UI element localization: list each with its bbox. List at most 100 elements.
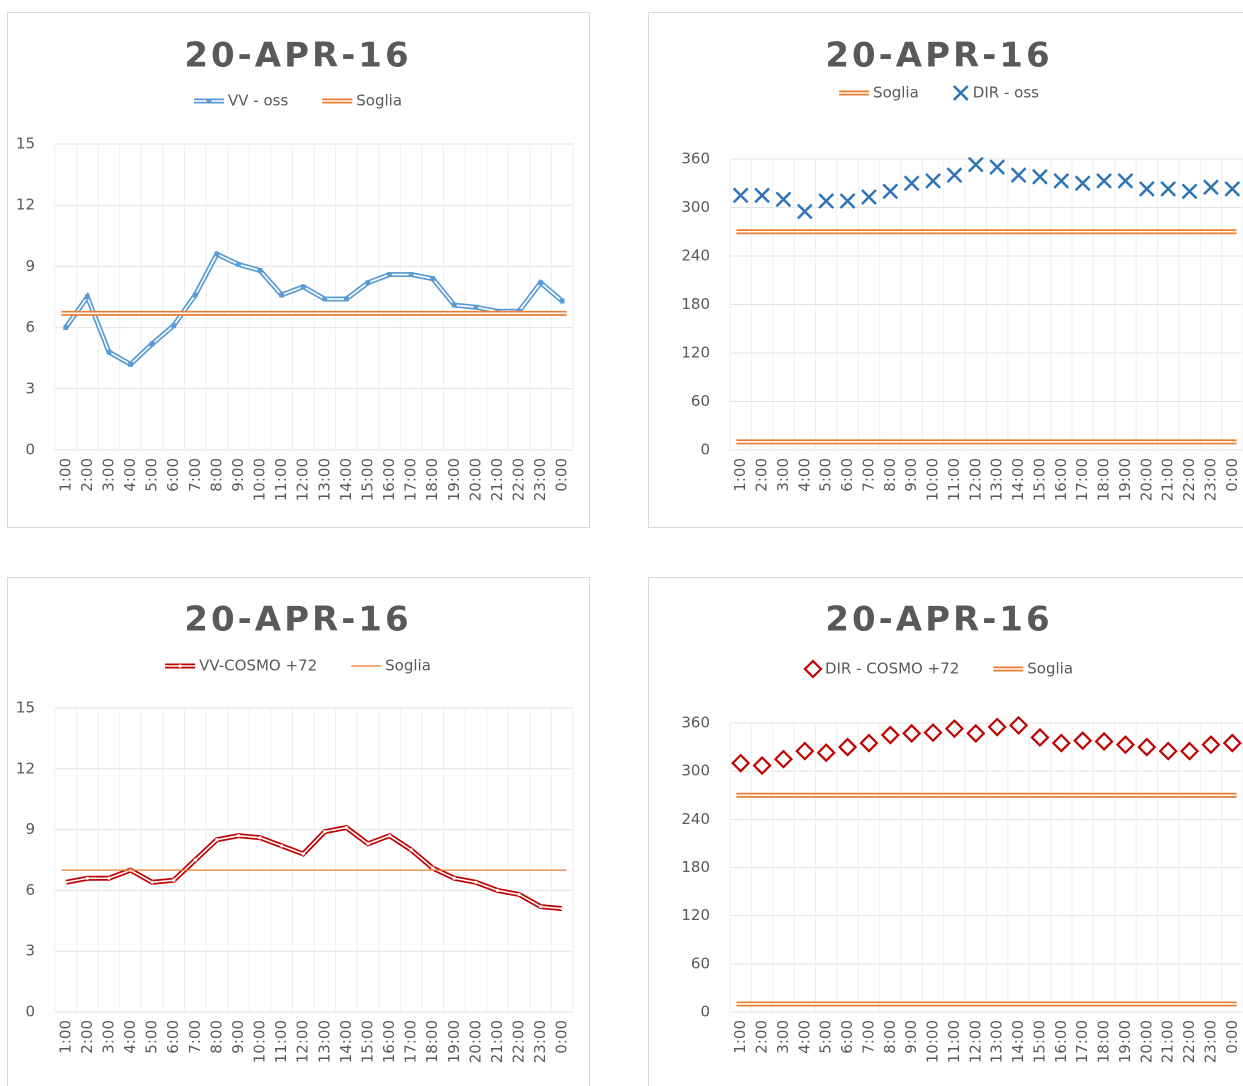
marker [1115,735,1135,755]
y-tick-label: 360 [681,150,710,168]
x-tick-label: 20:00 [466,1020,484,1063]
y-tick-label: 9 [25,820,35,838]
marker [1160,181,1177,197]
x-tick-label: 8:00 [207,1020,225,1054]
x-tick-label: 1:00 [731,1020,749,1054]
marker [85,876,89,880]
marker [796,203,813,220]
marker [539,905,543,909]
x-tick-label: 22:00 [1180,1020,1198,1063]
y-tick-label: 0 [700,1003,710,1021]
marker [731,753,751,773]
marker [107,876,111,880]
marker [732,187,749,204]
marker [409,848,413,852]
marker [63,325,69,330]
marker [128,361,133,367]
chart-panel: 20-APR-16 0 60 120 180 240 300 360 1:00 2:00 3:00 4… [648,12,1243,528]
x-tick-label: 19:00 [1116,1020,1134,1063]
x-tick-label: 21:00 [1159,458,1177,501]
y-tick-label: 120 [681,344,710,362]
x-tick-label: 6:00 [838,1020,856,1054]
y-tick-label: 60 [691,954,710,972]
x-tick-label: 11:00 [945,1020,963,1063]
marker [214,251,220,257]
x-tick-label: 3:00 [774,1020,792,1054]
marker [1094,731,1114,752]
x-tick-label: 16:00 [1052,458,1070,501]
marker [1138,181,1155,197]
x-tick-label: 1:00 [56,1020,74,1054]
x-tick-label: 9:00 [902,458,920,492]
marker [861,189,877,205]
x-tick-label: 21:00 [488,458,506,501]
x-tick-label: 2:00 [753,458,771,492]
marker [1030,727,1050,748]
marker [64,880,68,884]
marker [1032,168,1048,185]
marker [206,98,212,104]
legend-label: Soglia [356,92,402,110]
x-tick-label: 17:00 [1073,1020,1091,1063]
y-tick-label: 0 [25,441,35,459]
series-line-inner [65,253,563,366]
x-tick-label: 7:00 [186,1020,204,1054]
marker [387,834,392,838]
x-tick-label: 1:00 [56,458,74,492]
x-tick-label: 8:00 [881,458,899,492]
x-tick-label: 14:00 [1009,1020,1027,1063]
panel-border [7,12,590,528]
x-tick-label: 20:00 [1137,1020,1155,1063]
marker [300,284,306,290]
chart-title: 20-APR-16 [184,600,411,640]
x-tick-label: 17:00 [1073,458,1091,501]
chart-title: 20-APR-16 [825,36,1052,76]
x-tick-label: 3:00 [99,1020,117,1054]
x-tick-label: 20:00 [1137,458,1155,501]
x-tick-label: 9:00 [229,458,247,492]
legend: Soglia DIR - oss [839,84,1039,102]
x-tick-label: 14:00 [337,1020,355,1063]
marker [903,175,920,192]
panel-border [648,577,1243,1086]
y-tick-label: 240 [681,247,710,265]
marker [1010,167,1027,184]
x-tick-label: 15:00 [1030,458,1048,501]
x-tick-label: 10:00 [924,458,942,501]
x-tick-label: 22:00 [510,1020,528,1063]
x-tick-label: 18:00 [423,1020,441,1063]
marker [1222,733,1242,753]
y-tick-label: 60 [691,392,710,410]
x-tick-label: 19:00 [445,458,463,501]
y-tick-label: 15 [16,135,35,153]
x-tick-label: 17:00 [402,458,420,501]
legend-item: VV - oss [193,92,288,110]
marker [366,842,370,846]
x-tick-label: 13:00 [315,1020,333,1063]
legend-label: VV-COSMO +72 [199,657,317,675]
marker [1051,733,1071,753]
y-tick-label: 12 [16,196,35,214]
legend-item: DIR - oss [952,84,1039,102]
x-tick-label: 5:00 [817,458,835,492]
x-tick-label: 2:00 [753,1020,771,1054]
x-tick-label: 20:00 [466,458,484,501]
x-tick-label: 17:00 [402,1020,420,1063]
x-tick-label: 12:00 [966,1020,984,1063]
legend-label: DIR - COSMO +72 [825,660,959,678]
x-tick-label: 13:00 [315,458,333,501]
marker [473,304,479,310]
chart-panel: 20-APR-16 0 3 6 9 12 15 1:00 2:00 3:00 4:00 5:00 6:0… [7,577,590,1086]
x-tick-label: 12:00 [966,458,984,501]
series [64,824,564,912]
marker [902,723,922,743]
marker [989,159,1006,175]
x-tick-label: 10:00 [924,1020,942,1063]
marker [150,880,154,884]
x-tick-label: 19:00 [445,1020,463,1063]
marker [1203,179,1219,196]
series-line-inner [65,826,563,910]
y-tick-label: 300 [681,198,710,216]
x-tick-label: 22:00 [1180,458,1198,501]
